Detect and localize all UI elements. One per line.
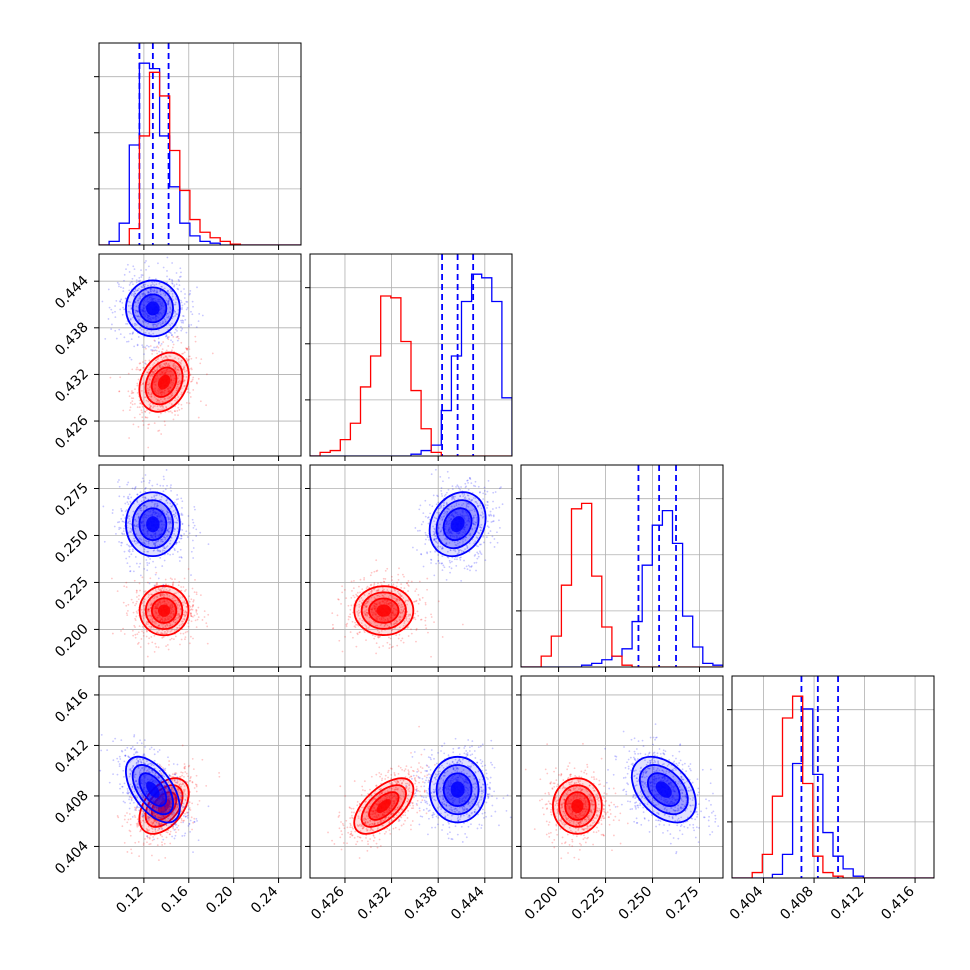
panel-frame	[731, 675, 935, 879]
histogram-series-1-param-1	[310, 295, 512, 456]
panel-2-0: 0.200 0.225 0.250 0.275	[52, 464, 302, 672]
contour-series-1-level-3	[376, 604, 392, 617]
x-tick-label: 0.412	[828, 884, 868, 924]
panel-2-2	[516, 464, 724, 672]
x-tick-label: 0.200	[522, 884, 562, 924]
panel-frame	[98, 253, 302, 457]
histogram-series-0-param-2	[521, 510, 723, 667]
histogram-series-1-param-3	[732, 695, 934, 878]
histogram-series-0-param-0	[99, 62, 301, 245]
panel-frame	[309, 675, 513, 879]
grid	[310, 465, 512, 667]
y-tick-label: 0.416	[52, 686, 92, 726]
panel-frame	[309, 253, 513, 457]
contour-series-0-level-3	[655, 781, 672, 798]
panel-2-1	[305, 464, 513, 672]
y-tick-label: 0.225	[52, 574, 92, 614]
contour-series-0-level-3	[450, 781, 465, 798]
panel-frame	[309, 464, 513, 668]
x-tick-label: 0.275	[663, 884, 703, 924]
panel-frame	[98, 42, 302, 246]
panel-3-0: 0.404 0.408 0.412 0.416 0.12 0.16 0.20 0.24	[52, 675, 302, 917]
x-tick-label: 0.16	[158, 883, 191, 916]
x-tick-label: 0.438	[401, 884, 441, 924]
grid	[732, 676, 934, 878]
x-tick-label: 0.404	[727, 883, 767, 923]
x-tick-label: 0.12	[113, 884, 146, 917]
histogram-series-0-param-1	[310, 273, 512, 456]
grid	[310, 676, 512, 878]
grid	[99, 43, 301, 245]
y-tick-label: 0.426	[52, 412, 92, 452]
x-tick-label: 0.24	[248, 883, 281, 916]
grid	[99, 676, 301, 878]
contour-series-1-level-3	[376, 799, 392, 813]
contour-series-1-level-3	[571, 799, 584, 813]
grid	[310, 254, 512, 456]
panel-0-0	[94, 42, 302, 250]
contour-series-0-level-3	[146, 516, 160, 533]
x-tick-label: 0.225	[569, 884, 609, 924]
panel-3-3: 0.404 0.408 0.412 0.416	[727, 675, 935, 924]
panel-3-1: 0.426 0.432 0.438 0.444	[305, 675, 513, 924]
x-tick-label: 0.250	[616, 884, 656, 924]
y-tick-label: 0.438	[52, 319, 92, 359]
grid	[99, 465, 301, 667]
panel-frame	[98, 464, 302, 668]
grid	[521, 465, 723, 667]
y-tick-label: 0.408	[52, 787, 92, 827]
contour-series-1-level-3	[157, 374, 171, 390]
y-tick-label: 0.412	[52, 737, 92, 777]
panel-1-1	[305, 253, 513, 461]
x-tick-label: 0.426	[308, 883, 348, 923]
histogram-series-1-param-0	[99, 71, 301, 245]
contour-series-0-level-3	[146, 781, 160, 798]
panel-frame	[98, 675, 302, 879]
contour-series-1-level-3	[157, 604, 171, 617]
y-tick-label: 0.444	[52, 273, 92, 313]
y-tick-label: 0.200	[52, 621, 92, 661]
panel-1-0: 0.426 0.432 0.438 0.444	[52, 253, 302, 461]
x-tick-label: 0.416	[878, 883, 918, 923]
contour-series-0-level-3	[146, 301, 160, 316]
x-tick-label: 0.444	[448, 883, 488, 923]
x-tick-label: 0.20	[203, 884, 236, 917]
histogram-series-0-param-3	[732, 708, 934, 878]
y-tick-label: 0.275	[52, 480, 92, 520]
y-tick-label: 0.404	[52, 838, 92, 878]
y-tick-label: 0.250	[52, 527, 92, 567]
x-tick-label: 0.408	[777, 884, 817, 924]
contour-series-0-level-3	[450, 516, 465, 533]
panel-frame	[520, 464, 724, 668]
grid	[521, 676, 723, 878]
histogram-series-1-param-2	[521, 502, 723, 667]
panel-frame	[520, 675, 724, 879]
y-tick-label: 0.432	[52, 366, 92, 406]
x-tick-label: 0.432	[355, 884, 395, 924]
panel-3-2: 0.200 0.225 0.250 0.275	[516, 675, 724, 924]
